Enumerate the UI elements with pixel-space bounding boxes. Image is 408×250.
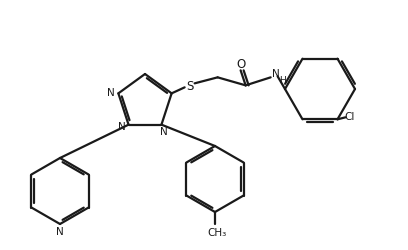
Text: Cl: Cl: [344, 112, 355, 122]
Text: O: O: [236, 58, 245, 70]
Text: H: H: [279, 76, 286, 84]
Text: N: N: [160, 126, 167, 136]
Text: CH₃: CH₃: [207, 227, 226, 237]
Text: N: N: [272, 69, 279, 79]
Text: S: S: [186, 80, 193, 92]
Text: N: N: [56, 226, 64, 236]
Text: N: N: [118, 121, 125, 131]
Text: N: N: [107, 88, 115, 98]
